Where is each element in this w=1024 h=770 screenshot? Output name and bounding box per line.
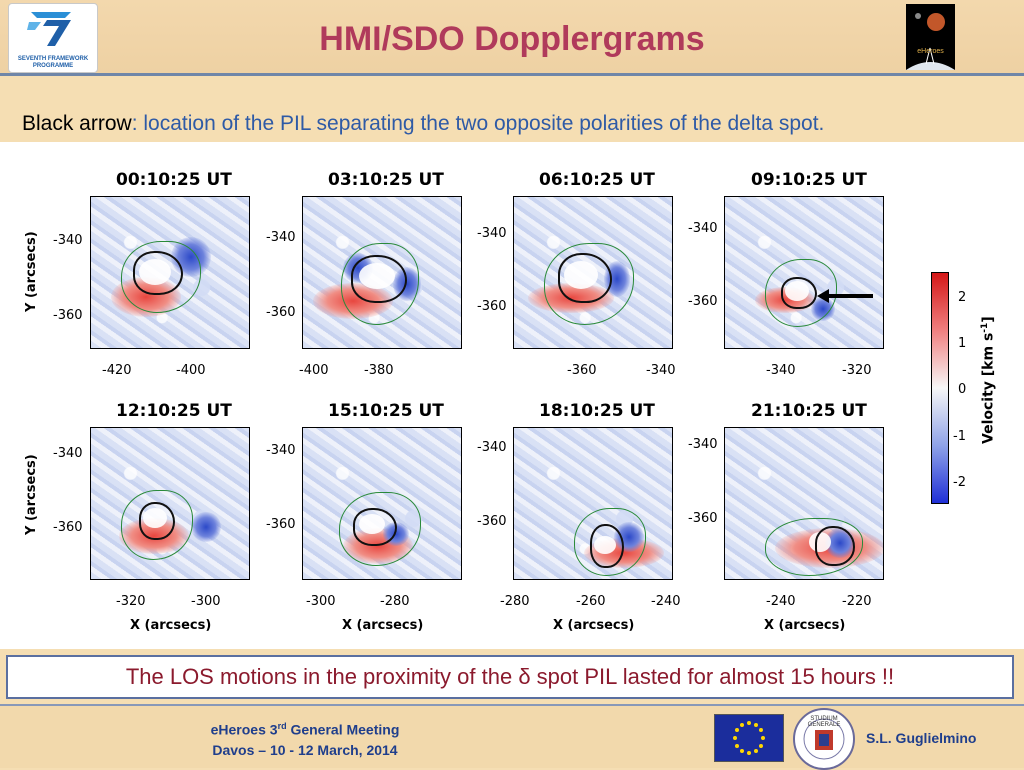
colorbar-label: Velocity [km s-1] [980, 316, 997, 444]
meeting-dates: Davos – 10 - 12 March, 2014 [212, 741, 398, 758]
panel-2-title: 03:10:25 UT [328, 170, 444, 190]
panel-8-ytick-1: -340 [688, 437, 718, 452]
meeting-name: eHeroes 3rd General Meeting [150, 716, 460, 740]
panel-3-ytick-1: -340 [477, 226, 507, 241]
dopplergram-panel-4 [724, 196, 884, 349]
colorbar-label-end: ] [980, 316, 997, 323]
fp7-logo: SEVENTH FRAMEWORK PROGRAMME [8, 3, 98, 73]
panel-6-xtick-2: -280 [380, 594, 410, 609]
dopplergram-panel-8 [724, 427, 884, 580]
panel-6-x-axis-label: X (arcsecs) [342, 618, 424, 633]
panel-1-ytick-2: -360 [53, 308, 83, 323]
subtitle-description: : location of the PIL separating the two… [131, 112, 825, 135]
panel-5-x-axis-label: X (arcsecs) [130, 618, 212, 633]
panel-8-title: 21:10:25 UT [751, 401, 867, 421]
panel-3-ytick-2: -360 [477, 299, 507, 314]
colorbar-tick-3: 0 [958, 382, 967, 397]
eu-stars-icon [733, 721, 765, 755]
colorbar-tick-5: -2 [953, 475, 966, 490]
pil-arrow-icon [817, 289, 873, 303]
panel-5-ytick-2: -360 [53, 520, 83, 535]
panel-8-xtick-1: -240 [766, 594, 796, 609]
colorbar-label-sup: -1 [980, 322, 990, 333]
colorbar-tick-2: 1 [958, 336, 967, 351]
page-title: HMI/SDO Dopplergrams [319, 20, 705, 58]
panel-4-xtick-1: -340 [766, 363, 796, 378]
meeting-name-suffix: General Meeting [286, 721, 400, 738]
panel-3-xtick-1: -360 [567, 363, 597, 378]
author-name: S.L. Guglielmino [866, 730, 977, 746]
panel-5-title: 12:10:25 UT [116, 401, 232, 421]
fp7-logo-line2: PROGRAMME [32, 63, 74, 69]
row-1-y-axis-label: Y (arcsecs) [24, 231, 39, 312]
panel-1-xtick-2: -400 [176, 363, 206, 378]
panel-1-title: 00:10:25 UT [116, 170, 232, 190]
meeting-name-prefix: eHeroes 3 [210, 721, 278, 738]
slide-header: SEVENTH FRAMEWORK PROGRAMME HMI/SDO Dopp… [0, 0, 1024, 76]
colorbar-label-text: Velocity [km s [980, 332, 997, 444]
panel-7-x-axis-label: X (arcsecs) [553, 618, 635, 633]
panel-5-xtick-2: -300 [191, 594, 221, 609]
meeting-name-sup: rd [277, 721, 287, 731]
panel-6-xtick-1: -300 [306, 594, 336, 609]
panel-6-ytick-2: -360 [266, 517, 296, 532]
panel-4-ytick-2: -360 [688, 294, 718, 309]
meeting-info: eHeroes 3rd General Meeting Davos – 10 -… [150, 716, 460, 760]
dopplergram-panel-7 [513, 427, 673, 580]
conclusion-note: The LOS motions in the proximity of the … [6, 655, 1014, 699]
dopplergram-figure: 00:10:25 UT 03:10:25 UT 06:10:25 UT 09:1… [0, 142, 1024, 649]
colorbar-tick-4: -1 [953, 429, 966, 444]
panel-1-xtick-1: -420 [102, 363, 132, 378]
eheroes-logo: eHeroes [906, 4, 955, 70]
panel-4-title: 09:10:25 UT [751, 170, 867, 190]
panel-3-xtick-2: -340 [646, 363, 676, 378]
subtitle-label: Black arrow [22, 112, 132, 135]
slide-footer: eHeroes 3rd General Meeting Davos – 10 -… [0, 704, 1024, 770]
panel-2-xtick-2: -380 [364, 363, 394, 378]
university-seal: STUDIUM GENERALE [793, 708, 855, 770]
panel-7-ytick-2: -360 [477, 514, 507, 529]
panel-8-x-axis-label: X (arcsecs) [764, 618, 846, 633]
panel-2-ytick-1: -340 [266, 230, 296, 245]
panel-7-xtick-3: -240 [651, 594, 681, 609]
seal-text: STUDIUM GENERALE [807, 716, 841, 728]
dopplergram-panel-3 [513, 196, 673, 349]
dopplergram-panel-1 [90, 196, 250, 349]
panel-6-ytick-1: -340 [266, 443, 296, 458]
dopplergram-panel-6 [302, 427, 462, 580]
panel-1-ytick-1: -340 [53, 233, 83, 248]
row-2-y-axis-label: Y (arcsecs) [24, 454, 39, 535]
eheroes-logo-text: eHeroes [917, 48, 944, 55]
panel-5-xtick-1: -320 [116, 594, 146, 609]
panel-6-title: 15:10:25 UT [328, 401, 444, 421]
panel-7-xtick-2: -260 [576, 594, 606, 609]
panel-3-title: 06:10:25 UT [539, 170, 655, 190]
panel-2-xtick-1: -400 [299, 363, 329, 378]
panel-4-xtick-2: -320 [842, 363, 872, 378]
subtitle: Black arrow: location of the PIL separat… [22, 112, 824, 136]
panel-8-xtick-2: -220 [842, 594, 872, 609]
eu-flag [714, 714, 784, 762]
panel-5-ytick-1: -340 [53, 446, 83, 461]
planet-icon [906, 13, 955, 70]
panel-4-ytick-1: -340 [688, 221, 718, 236]
dopplergram-panel-2 [302, 196, 462, 349]
panel-7-title: 18:10:25 UT [539, 401, 655, 421]
colorbar-tick-1: 2 [958, 290, 967, 305]
seal-emblem-icon [803, 718, 845, 760]
fp7-mark-icon [27, 12, 71, 46]
fp7-logo-line1: SEVENTH FRAMEWORK [17, 56, 89, 62]
panel-7-ytick-1: -340 [477, 440, 507, 455]
panel-8-ytick-2: -360 [688, 511, 718, 526]
panel-7-xtick-1: -280 [500, 594, 530, 609]
dopplergram-panel-5 [90, 427, 250, 580]
panel-2-ytick-2: -360 [266, 305, 296, 320]
velocity-colorbar [931, 272, 949, 504]
